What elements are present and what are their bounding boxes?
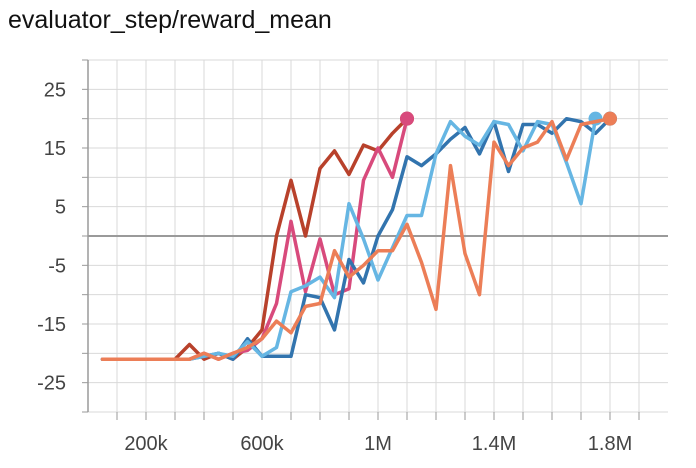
x-tick-label: 600k bbox=[240, 433, 284, 455]
y-tick-label: -5 bbox=[48, 255, 66, 277]
y-tick-label: 15 bbox=[44, 138, 66, 160]
series-endpoint-2 bbox=[400, 111, 414, 126]
y-tick-label: 25 bbox=[44, 79, 66, 101]
series-line-1 bbox=[100, 116, 409, 361]
tick-labels: 25 15 5 -5 -15 -25 200k 600k 1M 1.4M 1.8M bbox=[37, 79, 632, 455]
x-tick-label: 1M bbox=[364, 433, 392, 455]
series-line-2 bbox=[100, 116, 409, 361]
x-tick-label: 200k bbox=[124, 433, 168, 455]
series-endpoint-5 bbox=[603, 111, 617, 126]
series-lines bbox=[100, 111, 617, 361]
x-tick-label: 1.4M bbox=[472, 433, 516, 455]
x-tick-label: 1.8M bbox=[588, 433, 632, 455]
chart-title: evaluator_step/reward_mean bbox=[8, 6, 332, 34]
y-tick-label: -15 bbox=[37, 314, 66, 336]
series-line-5 bbox=[100, 116, 612, 361]
y-tick-label: 5 bbox=[55, 197, 66, 219]
y-tick-label: -25 bbox=[37, 373, 66, 395]
